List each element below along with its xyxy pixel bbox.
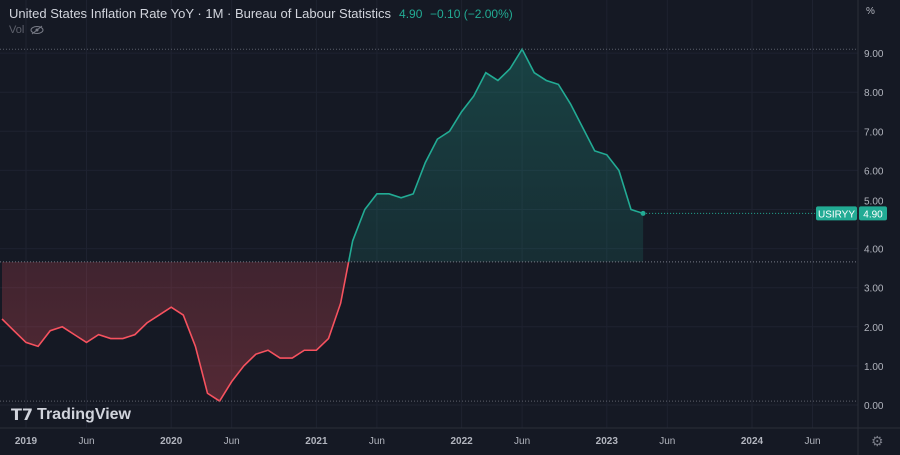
- tradingview-logo: 𝗧𝟳 TradingView: [11, 405, 131, 425]
- y-tick-label: 9.00: [864, 49, 884, 60]
- x-tick-label: 2022: [450, 436, 473, 447]
- tv-logo-icon: 𝗧𝟳: [11, 407, 34, 424]
- y-tick-label: 0.00: [864, 401, 884, 412]
- y-tick-label: 8.00: [864, 88, 884, 99]
- y-tick-label: 2.00: [864, 323, 884, 334]
- symbol-label: USIRYY: [818, 209, 855, 220]
- x-tick-label: Jun: [659, 436, 675, 447]
- x-tick-label: 2024: [741, 436, 764, 447]
- area-above-baseline: [2, 49, 644, 262]
- last-value: 4.90: [399, 7, 423, 21]
- x-tick-label: Jun: [78, 436, 94, 447]
- logo-text: TradingView: [37, 406, 131, 423]
- price-label: 4.90: [863, 209, 883, 220]
- y-tick-label: 4.00: [864, 245, 884, 256]
- y-tick-label: 5.00: [864, 196, 884, 207]
- area-below-baseline: [2, 261, 349, 402]
- x-tick-label: Jun: [514, 436, 530, 447]
- y-tick-label: 1.00: [864, 362, 884, 373]
- volume-legend[interactable]: Vol: [9, 24, 44, 36]
- price-badge: [859, 206, 887, 221]
- y-tick-label: 7.00: [864, 127, 884, 138]
- symbol-badge: [816, 206, 857, 221]
- value-change: −0.10 (−2.00%): [430, 7, 513, 21]
- x-tick-label: 2021: [305, 436, 328, 447]
- series-line-up: [347, 47, 644, 262]
- axis-unit: %: [866, 6, 875, 17]
- x-tick-label: 2020: [160, 436, 183, 447]
- y-tick-label: 6.00: [864, 166, 884, 177]
- chart-title: United States Inflation Rate YoY · 1M · …: [9, 6, 392, 21]
- series-line-down: [1, 261, 350, 403]
- x-tick-label: Jun: [369, 436, 385, 447]
- x-tick-label: 2023: [596, 436, 619, 447]
- x-tick-label: 2019: [15, 436, 38, 447]
- gear-icon[interactable]: ⚙: [871, 433, 884, 449]
- y-tick-label: 3.00: [864, 284, 884, 295]
- eye-hidden-icon[interactable]: [30, 25, 44, 35]
- x-tick-label: Jun: [804, 436, 820, 447]
- x-tick-label: Jun: [224, 436, 240, 447]
- chart-legend: United States Inflation Rate YoY · 1M · …: [9, 6, 513, 21]
- volume-label: Vol: [9, 24, 25, 36]
